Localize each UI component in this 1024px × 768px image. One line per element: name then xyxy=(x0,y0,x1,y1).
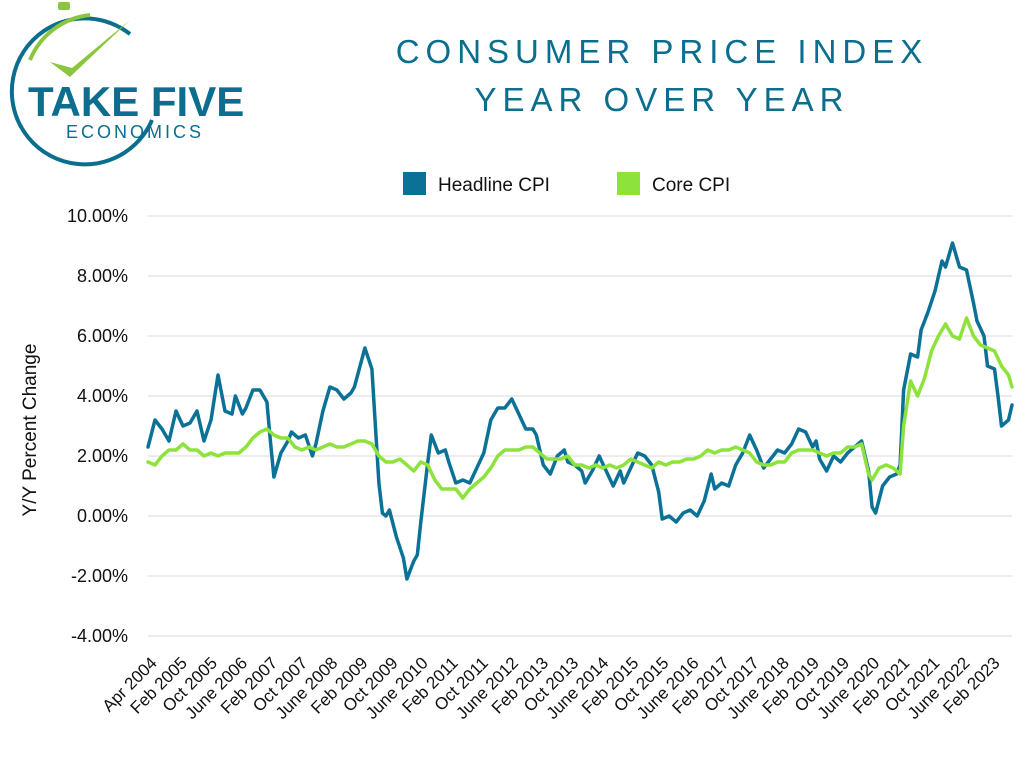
y-axis-title: Y/Y Percent Change xyxy=(20,344,41,517)
logo-brand-bottom: ECONOMICS xyxy=(66,122,204,142)
legend-label-headline: Headline CPI xyxy=(438,175,550,196)
y-tick-label: 0.00% xyxy=(77,506,128,526)
y-tick-label: -2.00% xyxy=(71,566,128,586)
chart-title-line-2: YEAR OVER YEAR xyxy=(474,81,850,118)
chart-title-line-1: CONSUMER PRICE INDEX xyxy=(395,33,929,70)
y-tick-label: 10.00% xyxy=(67,206,128,226)
series-lines xyxy=(146,241,1014,581)
y-tick-label: 2.00% xyxy=(77,446,128,466)
legend-swatch-headline xyxy=(403,172,426,195)
take-five-economics-logo: TAKE FIVE ECONOMICS xyxy=(9,2,244,167)
stopwatch-crown-icon xyxy=(58,2,70,10)
legend-label-core: Core CPI xyxy=(652,175,730,196)
gridlines xyxy=(148,215,1012,637)
y-tick-label: 4.00% xyxy=(77,386,128,406)
logo-ring-arc-accent xyxy=(28,13,91,61)
legend-swatch-core xyxy=(617,172,640,195)
legend: Headline CPI Core CPI xyxy=(403,172,730,196)
series-line-core-cpi xyxy=(146,316,1014,500)
logo-brand-top: TAKE FIVE xyxy=(28,78,244,125)
y-tick-label: 6.00% xyxy=(77,326,128,346)
y-tick-label: -4.00% xyxy=(71,626,128,646)
y-tick-labels: -4.00% -2.00% 0.00% 2.00% 4.00% 6.00% 8.00% 10.… xyxy=(67,206,128,646)
y-tick-label: 8.00% xyxy=(77,266,128,286)
series-line-headline-cpi xyxy=(146,241,1014,581)
